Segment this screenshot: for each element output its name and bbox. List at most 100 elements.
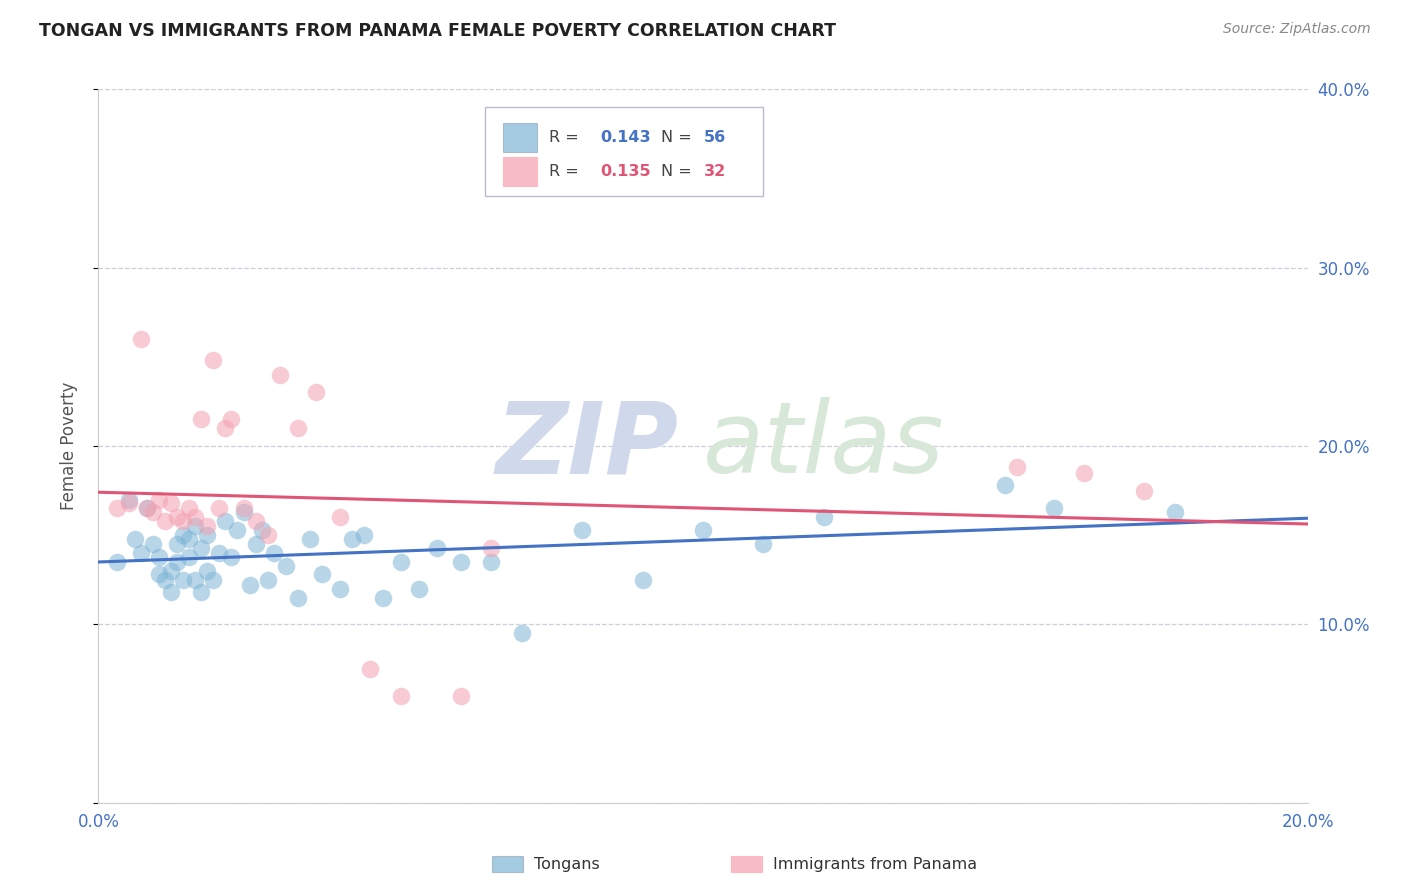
Point — [184, 573, 207, 587]
Point — [221, 412, 243, 426]
Point — [250, 523, 273, 537]
Point — [1133, 483, 1156, 498]
Point — [752, 537, 775, 551]
Point — [221, 549, 243, 564]
Point — [329, 510, 352, 524]
Text: 56: 56 — [704, 130, 727, 145]
Point — [135, 501, 157, 516]
Point — [450, 555, 472, 569]
Text: TONGAN VS IMMIGRANTS FROM PANAMA FEMALE POVERTY CORRELATION CHART: TONGAN VS IMMIGRANTS FROM PANAMA FEMALE … — [39, 22, 837, 40]
Text: R =: R = — [550, 164, 585, 178]
Point — [256, 573, 278, 587]
Point — [195, 528, 218, 542]
Point — [1007, 460, 1029, 475]
Point — [195, 564, 218, 578]
Point — [287, 591, 309, 605]
Point — [208, 546, 231, 560]
Point — [135, 501, 157, 516]
Point — [166, 555, 188, 569]
Point — [179, 549, 201, 564]
Point — [299, 532, 322, 546]
Point — [142, 537, 165, 551]
FancyBboxPatch shape — [503, 157, 537, 186]
Point — [226, 523, 249, 537]
Point — [172, 573, 194, 587]
Point — [202, 353, 225, 368]
Point — [256, 528, 278, 542]
Point — [450, 689, 472, 703]
Point — [195, 519, 218, 533]
Point — [118, 492, 141, 507]
Text: ZIP: ZIP — [496, 398, 679, 494]
Point — [239, 578, 262, 592]
Y-axis label: Female Poverty: Female Poverty — [59, 382, 77, 510]
Point — [184, 519, 207, 533]
Point — [153, 514, 176, 528]
Text: R =: R = — [550, 130, 585, 145]
Point — [129, 546, 152, 560]
Point — [148, 567, 170, 582]
Point — [269, 368, 291, 382]
Point — [190, 541, 212, 555]
Point — [190, 412, 212, 426]
Text: Immigrants from Panama: Immigrants from Panama — [773, 857, 977, 871]
Point — [148, 492, 170, 507]
Point — [245, 514, 267, 528]
Point — [166, 537, 188, 551]
Point — [179, 532, 201, 546]
Point — [153, 573, 176, 587]
Point — [172, 528, 194, 542]
Point — [426, 541, 449, 555]
Point — [360, 662, 382, 676]
Point — [571, 523, 593, 537]
Text: atlas: atlas — [703, 398, 945, 494]
Point — [813, 510, 835, 524]
Point — [994, 478, 1017, 492]
Point — [202, 573, 225, 587]
Point — [208, 501, 231, 516]
Text: 0.135: 0.135 — [600, 164, 651, 178]
Point — [184, 510, 207, 524]
Point — [287, 421, 309, 435]
Point — [342, 532, 364, 546]
Point — [311, 567, 333, 582]
Point — [389, 689, 412, 703]
Point — [263, 546, 285, 560]
Point — [124, 532, 146, 546]
Point — [1073, 466, 1095, 480]
Point — [481, 541, 503, 555]
Point — [1163, 505, 1185, 519]
Point — [172, 514, 194, 528]
FancyBboxPatch shape — [503, 123, 537, 152]
Point — [118, 496, 141, 510]
Point — [214, 514, 236, 528]
Text: N =: N = — [661, 164, 696, 178]
Point — [214, 421, 236, 435]
Point — [160, 564, 183, 578]
Point — [129, 332, 152, 346]
Point — [305, 385, 328, 400]
Point — [510, 626, 533, 640]
Point — [105, 501, 128, 516]
FancyBboxPatch shape — [485, 107, 763, 196]
Point — [179, 501, 201, 516]
Point — [105, 555, 128, 569]
Point — [160, 496, 183, 510]
Point — [389, 555, 412, 569]
Point — [353, 528, 375, 542]
Point — [166, 510, 188, 524]
Point — [1042, 501, 1064, 516]
Point — [142, 505, 165, 519]
Point — [408, 582, 430, 596]
Point — [148, 549, 170, 564]
Point — [371, 591, 394, 605]
Point — [160, 585, 183, 599]
Point — [692, 523, 714, 537]
Text: 32: 32 — [704, 164, 727, 178]
Text: 0.143: 0.143 — [600, 130, 651, 145]
Point — [274, 558, 297, 573]
Point — [232, 501, 254, 516]
Text: Tongans: Tongans — [534, 857, 600, 871]
Point — [329, 582, 352, 596]
Point — [190, 585, 212, 599]
